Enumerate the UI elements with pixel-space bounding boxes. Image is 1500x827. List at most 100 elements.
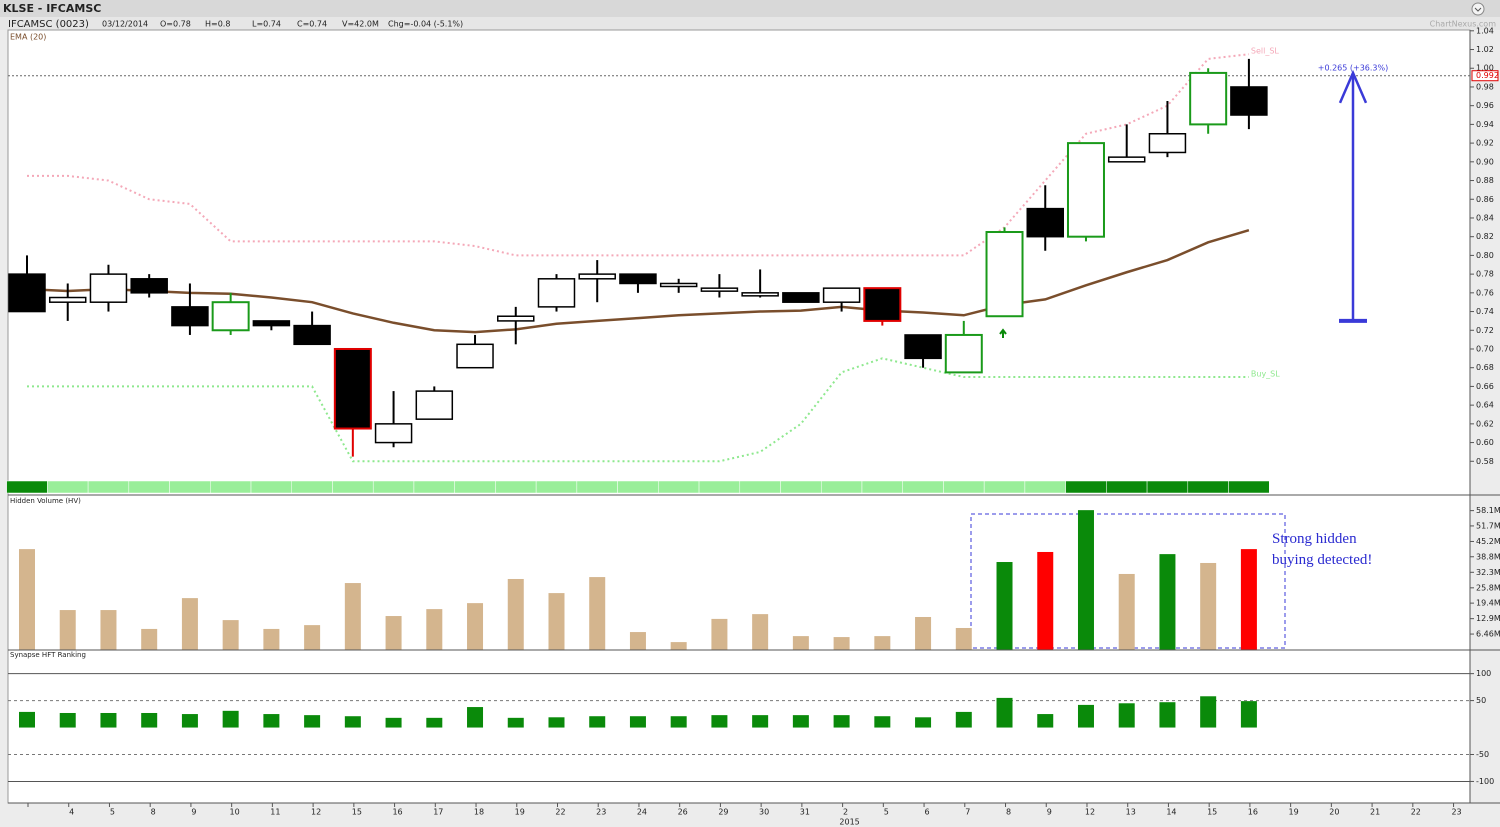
y-tick-label: 0.80 [1476,251,1494,260]
bar [59,610,76,650]
bar [263,714,280,728]
candle-body [252,320,291,327]
signal-cell [413,480,455,494]
bar [711,618,728,650]
x-tick-label: 23 [1451,808,1461,817]
x-tick-label: 2 [843,808,848,817]
x-tick-label: 23 [596,808,606,817]
bar [263,628,280,650]
signal-cell [1065,480,1107,494]
signal-cell [820,480,863,494]
x-tick-label: 24 [637,808,647,817]
x-tick-label: 18 [474,808,484,817]
bar [344,716,361,728]
y-tick-label: 0.86 [1476,195,1494,204]
y-tick-label: 0.68 [1476,363,1494,372]
x-tick-label: 11 [270,808,280,817]
y-tick-label: 0.90 [1476,157,1494,166]
x-tick-label: 22 [555,808,565,817]
bar [1200,562,1217,650]
signal-cell [1106,480,1148,494]
bar [792,636,809,650]
y-tick-label: 32.3M [1476,568,1500,577]
x-tick-label: 12 [1085,808,1095,817]
y-tick-label: 38.8M [1476,552,1500,561]
bar [467,603,484,650]
bar [1118,573,1135,650]
candle-body [415,390,454,420]
x-tick-label: 5 [110,808,115,817]
collapse-button[interactable] [1471,2,1485,16]
x-tick-label: 20 [1329,808,1339,817]
bar [833,637,850,650]
x-tick-label: 15 [1207,808,1217,817]
y-tick-label: 12.9M [1476,614,1500,623]
annotation-text: Strong hidden buying detected! [1272,531,1373,568]
candle-body [211,301,250,332]
info-item: 03/12/2014 [102,20,148,29]
y-tick-label: 1.02 [1476,45,1494,54]
info-item: IFCAMSC (0023) [8,19,89,30]
bar [181,598,198,650]
candle-body [782,292,820,303]
bar [304,625,321,650]
bar [915,616,932,650]
bar [1037,714,1054,728]
candle-body [456,343,494,369]
signal-cell [1024,480,1066,494]
signal-cell [698,480,741,494]
last-price-label: 0.992 [1476,71,1499,80]
x-tick-label: 8 [1006,808,1011,817]
x-tick-label: 16 [1248,808,1258,817]
signal-cell [780,480,822,494]
candle-body [48,296,87,303]
x-tick-label: 19 [1289,808,1299,817]
info-item: L=0.74 [252,20,281,29]
bar [385,717,402,728]
x-tick-label: 9 [191,808,196,817]
y-tick-label: 0.58 [1476,457,1494,466]
candle-body [578,273,616,280]
candle-body [944,333,983,374]
y-tick-label: 0.72 [1476,326,1494,335]
bar [222,710,239,728]
y-tick-label: 0.66 [1476,382,1494,391]
signal-cell [495,480,537,494]
bar [507,717,524,728]
bar [100,610,117,650]
bar [1200,696,1217,728]
candle-body [1148,132,1187,154]
bar [629,716,646,728]
x-tick-label: 22 [1411,808,1421,817]
candle-body [1189,71,1228,126]
info-item: V=42.0M [342,20,379,29]
candle-body [374,423,413,444]
bar [874,636,891,650]
legend-entry: EMA (20) [10,33,46,42]
y-tick-label: 25.8M [1476,583,1500,592]
candle-body [293,324,331,346]
y-tick-label: 0.78 [1476,270,1494,279]
signal-cell [1187,480,1229,494]
signal-cell [87,480,130,494]
bar [833,715,850,728]
bar [59,712,76,728]
signal-cell [535,480,578,494]
signal-cell [169,480,211,494]
y-tick-label: 45.2M [1476,537,1500,546]
signal-cell [210,480,252,494]
bar [467,707,484,728]
x-tick-label: 31 [800,808,810,817]
bar [141,628,158,650]
y-tick-label: 0.82 [1476,232,1494,241]
candle-body [1066,142,1105,238]
signal-arrow [999,328,1007,338]
panel-title: Synapse HFT Ranking [10,651,86,659]
y-tick-label: 50 [1476,696,1486,705]
signal-cell [943,480,985,494]
x-tick-label: 6 [925,808,930,817]
signal-cell [617,480,659,494]
bar [181,714,198,728]
x-tick-label: 16 [392,808,402,817]
